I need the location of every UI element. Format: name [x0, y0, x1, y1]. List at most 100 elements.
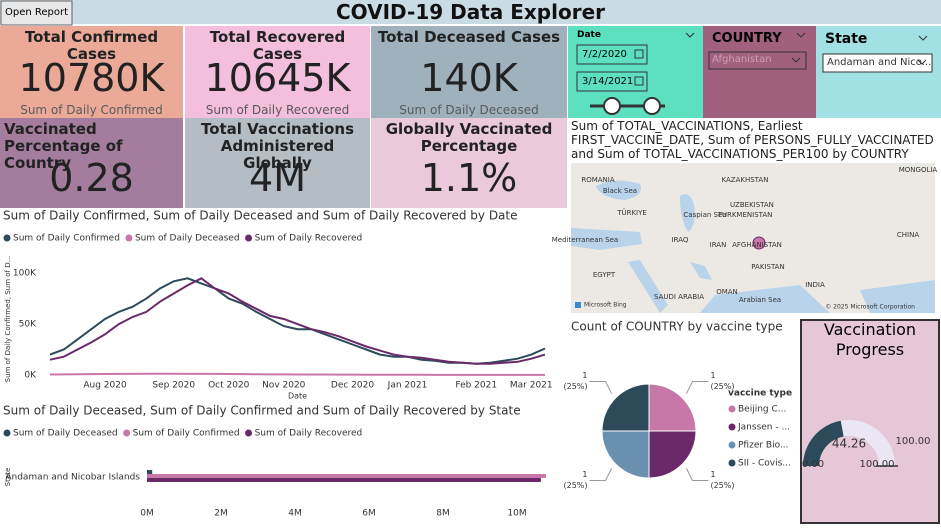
chart-title: Sum of Daily Confirmed, Sum of Daily Dec… — [3, 209, 518, 223]
pie-slice — [648, 383, 697, 432]
x-tick-label: Aug 2020 — [83, 381, 127, 391]
map-label: PAKISTAN — [751, 263, 784, 271]
state-dropdown[interactable] — [822, 53, 933, 73]
date-end[interactable]: 3/14/2021 — [582, 76, 634, 87]
map-label: Black Sea — [603, 187, 637, 195]
x-tick-label: 6M — [362, 509, 376, 519]
bar — [147, 470, 153, 474]
y-tick-label: Andaman and Nicobar Islands — [5, 473, 140, 483]
card-title: Total Confirmed Cases — [24, 28, 159, 63]
x-axis-title: Date — [288, 392, 307, 401]
x-tick-label: 2M — [214, 509, 228, 519]
legend-marker — [123, 429, 131, 437]
date-input[interactable] — [576, 71, 648, 92]
data-label: (25%) — [710, 481, 734, 490]
legend-marker — [3, 234, 11, 242]
date-label: Date — [577, 30, 601, 40]
map-label: EGYPT — [593, 271, 616, 279]
y-tick-label: 50K — [19, 320, 37, 330]
map-label: AFGHANISTAN — [732, 241, 782, 249]
country-dropdown[interactable] — [708, 51, 807, 70]
card-subtitle: Sum of Daily Deceased — [399, 103, 539, 117]
map-label: TURKMENISTAN — [717, 211, 773, 219]
map-label: Caspian Sea — [683, 211, 726, 219]
map-attribution: © 2025 Microsoft Corporation — [825, 304, 915, 311]
card-value: 10645K — [204, 56, 351, 100]
legend-marker — [728, 441, 736, 449]
state-selected[interactable]: Andaman and Nico... — [827, 57, 932, 68]
slider-handle[interactable] — [603, 97, 621, 115]
calendar-icon — [634, 49, 644, 59]
country-selected[interactable]: Afghanistan — [712, 54, 772, 65]
kpi-card: Total Vaccinations Administered Globally… — [185, 118, 370, 208]
open-report-button[interactable]: Open Report — [4, 7, 69, 18]
x-tick-label: Mar 2021 — [510, 381, 553, 391]
y-axis-title: State — [4, 468, 12, 487]
map-water — [571, 228, 642, 250]
header-bar — [0, 0, 941, 24]
kpi-card: Vaccinated Percentage of Country 0.28 — [0, 118, 183, 208]
map-label: TÜRKIYE — [616, 208, 647, 217]
map-label: ROMANIA — [581, 176, 615, 184]
series-line — [49, 372, 545, 376]
legend-label: SII - Covis... — [738, 459, 791, 469]
bar — [147, 474, 546, 478]
map-bubble[interactable] — [752, 236, 766, 250]
gauge-max: 100.00 — [860, 459, 895, 470]
data-label: (25%) — [710, 382, 734, 391]
date-start[interactable]: 7/2/2020 — [582, 49, 627, 60]
pie-slice — [601, 430, 650, 479]
legend-marker — [125, 234, 133, 242]
series-line — [49, 277, 546, 365]
map-water — [628, 260, 668, 313]
legend-title: vaccine type — [728, 389, 792, 399]
legend-label: Pfizer Bio... — [738, 441, 789, 451]
legend-marker — [3, 429, 11, 437]
card-value: 4M — [249, 156, 306, 200]
kpi-card: Total Confirmed Cases 10780K Sum of Daily … — [0, 26, 183, 118]
leader-line — [686, 468, 709, 481]
legend-label: Sum of Daily Recovered — [255, 234, 363, 244]
state-label: State — [825, 31, 868, 47]
date-input[interactable] — [576, 44, 648, 65]
card-title: Globally Vaccinated Percentage — [385, 120, 553, 155]
card-subtitle: Sum of Daily Confirmed — [20, 103, 163, 117]
legend-label: Sum of Daily Confirmed — [13, 234, 120, 244]
map-label: CHINA — [897, 231, 919, 239]
x-tick-label: 10M — [507, 509, 526, 519]
legend-marker — [728, 423, 736, 431]
x-tick-label: 0M — [140, 509, 154, 519]
map-label: Mediterranean Sea — [552, 236, 618, 244]
chevron — [917, 59, 927, 65]
leader-line — [686, 381, 709, 394]
leader-line — [589, 468, 612, 481]
map-label: IRAN — [710, 241, 727, 249]
map-water — [680, 194, 695, 232]
card-value: 140K — [420, 56, 518, 100]
slider-handle[interactable] — [643, 97, 661, 115]
leader-line — [589, 381, 612, 394]
x-tick-label: Dec 2020 — [331, 381, 374, 391]
legend-label: Beijing C... — [738, 405, 786, 415]
legend-marker — [245, 234, 253, 242]
map-water — [596, 180, 641, 200]
bar — [147, 478, 541, 482]
legend-marker — [728, 405, 736, 413]
card-value: 0.28 — [49, 156, 134, 200]
chevron — [918, 35, 928, 41]
gauge-min: 0.00 — [802, 459, 824, 470]
card-title: Vaccinated Percentage of Country — [4, 120, 123, 172]
x-tick-label: Jan 2021 — [387, 381, 428, 391]
card-value: 1.1% — [420, 156, 518, 200]
gauge-value: 44.26 — [832, 437, 866, 451]
map-label: Arabian Sea — [739, 296, 781, 304]
country-slicer-bg — [703, 26, 816, 118]
button-frame — [0, 0, 73, 26]
legend-marker — [728, 459, 736, 467]
map-label: SAUDI ARABIA — [654, 293, 704, 301]
x-tick-label: 4M — [288, 509, 302, 519]
pie-slice — [648, 430, 697, 479]
legend-label: Sum of Daily Deceased — [135, 234, 240, 244]
